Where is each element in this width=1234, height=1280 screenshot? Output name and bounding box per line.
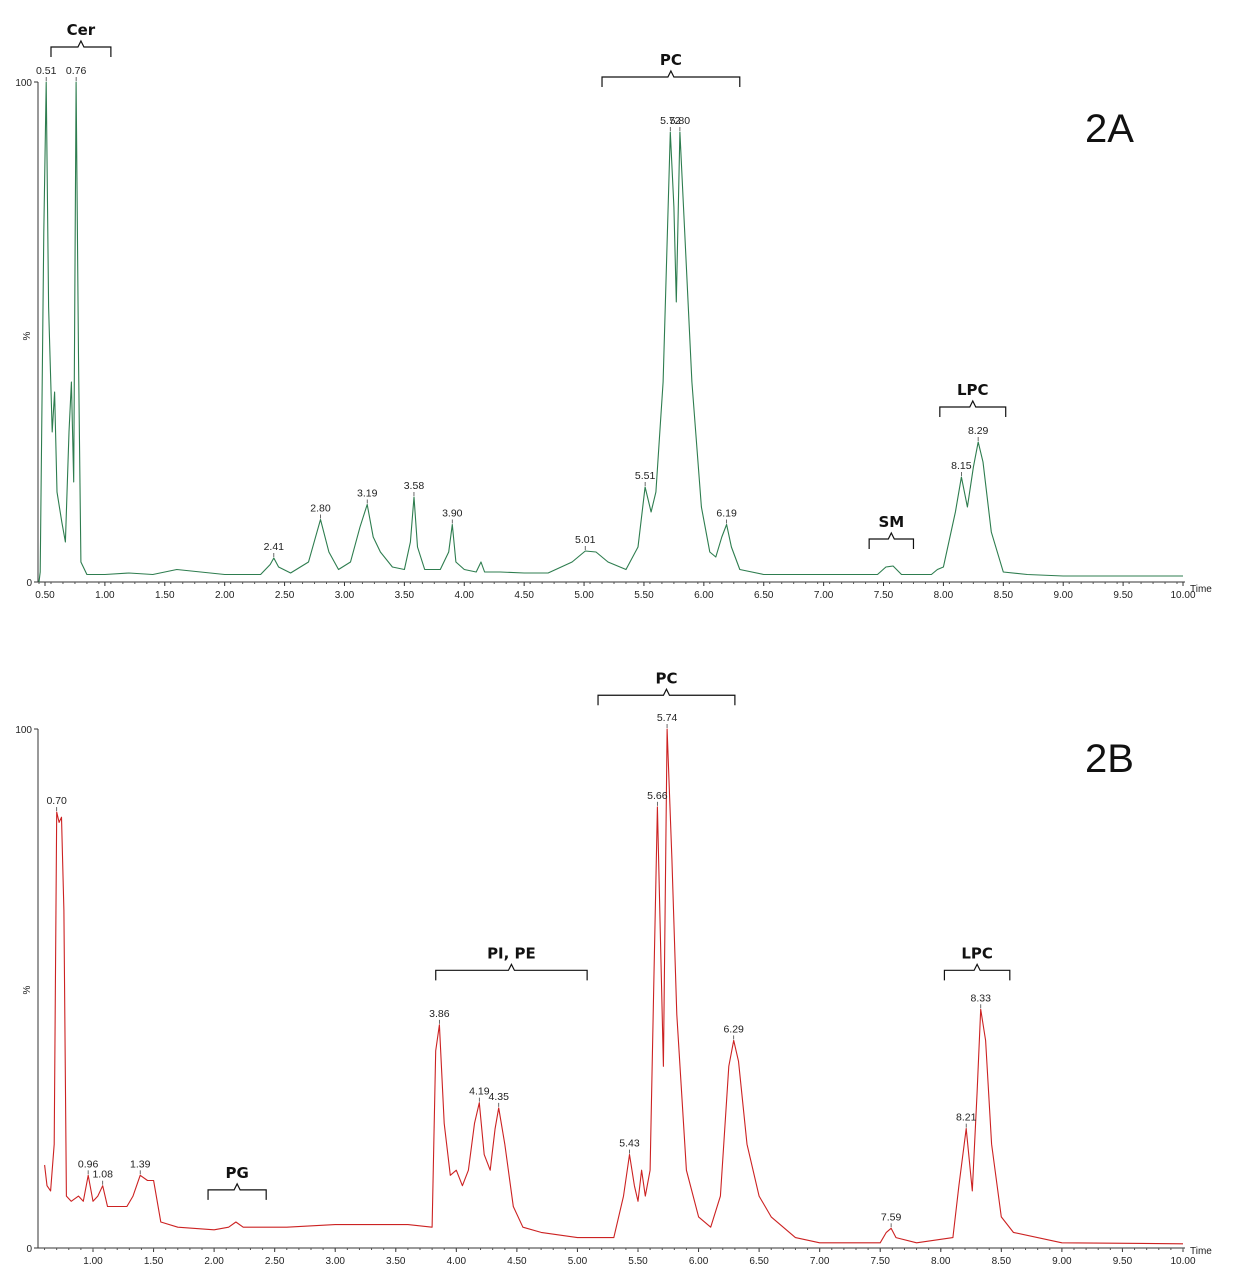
x-tick-label: 2.00 — [204, 1256, 224, 1267]
peak-label: 1.39 — [130, 1158, 151, 1170]
x-tick-label: 5.50 — [628, 1256, 648, 1267]
x-tick-label: 8.00 — [931, 1256, 951, 1267]
group-label: PG — [225, 1164, 248, 1182]
x-tick-label: 5.50 — [634, 590, 654, 601]
group-bracket — [943, 962, 1011, 981]
x-tick-label: 10.00 — [1170, 590, 1195, 601]
x-tick-label: 3.00 — [335, 590, 355, 601]
peak-label: 0.70 — [46, 795, 67, 807]
x-tick-label: 5.00 — [568, 1256, 588, 1267]
group-label: Cer — [67, 21, 96, 39]
group-label: PC — [655, 669, 677, 687]
y-tick-label: 100 — [15, 725, 32, 736]
x-tick-label: 3.00 — [325, 1256, 345, 1267]
peak-label: 3.58 — [404, 480, 425, 492]
group-bracket — [601, 69, 741, 87]
x-tick-label: 2.00 — [215, 590, 235, 601]
peak-label: 5.51 — [635, 470, 656, 482]
group-bracket — [207, 1182, 267, 1200]
x-tick-label: 9.00 — [1052, 1256, 1072, 1267]
x-tick-label: 5.00 — [574, 590, 594, 601]
peak-label: 2.41 — [264, 541, 285, 553]
peak-label: 3.86 — [429, 1008, 450, 1020]
group-bracket — [939, 399, 1007, 417]
x-tick-label: 4.00 — [447, 1256, 467, 1267]
x-tick-label: 6.50 — [749, 1256, 769, 1267]
peak-label: 5.01 — [575, 534, 596, 546]
group-label: SM — [878, 513, 904, 531]
peak-label: 0.51 — [36, 65, 57, 77]
x-tick-label: 9.00 — [1053, 590, 1073, 601]
peak-label: 1.08 — [92, 1169, 113, 1181]
peak-label: 0.96 — [78, 1158, 99, 1170]
x-tick-label: 10.00 — [1170, 1256, 1195, 1267]
y-tick-label: 0 — [26, 578, 32, 589]
peak-label: 8.21 — [956, 1112, 977, 1124]
x-tick-label: 9.50 — [1113, 590, 1133, 601]
peak-label: 2.80 — [310, 503, 331, 515]
x-tick-label: 4.50 — [514, 590, 534, 601]
y-tick-label: 0 — [26, 1244, 32, 1255]
peak-label: 6.29 — [723, 1023, 744, 1035]
panel-label: 2B — [1085, 737, 1134, 781]
panel-label: 2A — [1085, 107, 1134, 151]
peak-label: 5.74 — [657, 712, 678, 724]
chart-panel-2a: 0 100 0.50 1.00 1.50 2.00 2.50 3.00 3.50 4.00 4.50… — [15, 21, 1212, 601]
x-tick-label: 3.50 — [386, 1256, 406, 1267]
peak-label: 0.76 — [66, 65, 87, 77]
y-axis-label: % — [22, 331, 33, 340]
x-tick-label: 3.50 — [395, 590, 415, 601]
peak-label: 5.43 — [619, 1138, 640, 1150]
group-label: PI, PE — [487, 944, 536, 962]
group-bracket — [868, 531, 915, 549]
x-tick-label: 4.50 — [507, 1256, 527, 1267]
y-axis-label: % — [22, 985, 33, 994]
x-tick-label: 8.50 — [992, 1256, 1012, 1267]
x-tick-label: 2.50 — [275, 590, 295, 601]
chart-panel-2b: 0 100 1.00 1.50 2.00 2.50 3.00 3.50 4.00 4.50 5.00… — [15, 669, 1212, 1267]
x-axis-label: Time — [1190, 1246, 1212, 1257]
group-bracket — [50, 39, 112, 57]
x-tick-label: 9.50 — [1113, 1256, 1133, 1267]
x-tick-label: 6.50 — [754, 590, 774, 601]
x-tick-label: 1.50 — [144, 1256, 164, 1267]
x-tick-label: 4.00 — [455, 590, 475, 601]
x-tick-label: 7.50 — [874, 590, 894, 601]
series-trace — [44, 728, 1184, 1245]
peak-label: 5.80 — [670, 115, 691, 127]
peak-label: 4.19 — [469, 1086, 490, 1098]
x-tick-label: 7.00 — [810, 1256, 830, 1267]
x-tick-label: 7.00 — [814, 590, 834, 601]
peak-label: 5.72 — [660, 115, 681, 127]
x-tick-label: 6.00 — [694, 590, 714, 601]
peak-label: 6.19 — [716, 508, 737, 520]
peak-label: 3.19 — [357, 488, 378, 500]
x-axis-label: Time — [1190, 584, 1212, 595]
x-tick-label: 1.50 — [155, 590, 175, 601]
peak-label: 8.33 — [971, 992, 992, 1004]
y-tick-label: 100 — [15, 78, 32, 89]
peak-label: 4.35 — [489, 1091, 510, 1103]
group-label: LPC — [957, 381, 989, 399]
group-bracket — [597, 687, 736, 706]
group-label: LPC — [961, 944, 993, 962]
x-tick-label: 2.50 — [265, 1256, 285, 1267]
series-trace — [38, 81, 1183, 583]
x-tick-label: 6.00 — [689, 1256, 709, 1267]
x-tick-label: 7.50 — [870, 1256, 890, 1267]
x-tick-label: 8.00 — [934, 590, 954, 601]
x-tick-label: 0.50 — [35, 590, 55, 601]
peak-label: 3.90 — [442, 508, 463, 520]
peak-label: 7.59 — [881, 1211, 902, 1223]
group-bracket — [435, 962, 588, 981]
peak-label: 8.29 — [968, 425, 989, 437]
group-label: PC — [660, 51, 682, 69]
peak-label: 8.15 — [951, 460, 972, 472]
x-tick-label: 8.50 — [994, 590, 1014, 601]
x-tick-label: 1.00 — [95, 590, 115, 601]
peak-label: 5.66 — [647, 790, 668, 802]
x-tick-label: 1.00 — [83, 1256, 103, 1267]
